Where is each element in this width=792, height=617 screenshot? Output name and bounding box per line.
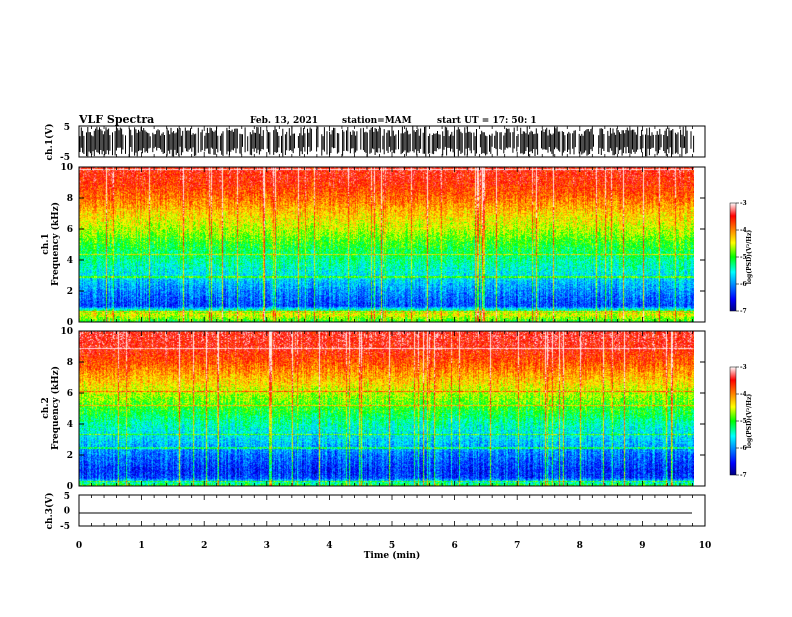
time-axis-label: Time (min) bbox=[364, 550, 421, 561]
ch1-ytick-top: 5 bbox=[64, 123, 70, 133]
colorbar-tick-label: -6 bbox=[740, 281, 747, 288]
time-axis-tick-label: 8 bbox=[577, 541, 583, 551]
ch2-colorbar-gradient bbox=[729, 366, 737, 476]
ch2-colorbar-label: log(PSD)(V²/Hz) bbox=[746, 394, 753, 449]
date-label: Feb. 13, 2021 bbox=[250, 116, 318, 126]
colorbar-tick-label: -5 bbox=[740, 418, 747, 425]
ch1-colorbar-label: log(PSD)(V²/Hz) bbox=[746, 230, 753, 285]
time-axis-ticks bbox=[78, 126, 706, 526]
ch2-colorbar-ticks: -3 -4 -5 -6 -7 bbox=[736, 364, 747, 479]
time-axis-tick-label: 2 bbox=[201, 541, 207, 551]
time-axis-tick-label: 1 bbox=[138, 541, 144, 551]
ch2-spectrogram-image bbox=[79, 331, 694, 486]
ch1-waveform-ylabel: ch.1(V) bbox=[44, 124, 55, 161]
ch2-ytick-label: 4 bbox=[67, 420, 73, 430]
ch2-ytick-label: 2 bbox=[67, 451, 73, 461]
ch3-ytick-zero: 0 bbox=[64, 507, 70, 517]
ch1-ytick-label: 10 bbox=[60, 163, 73, 173]
ch1-ytick-label: 8 bbox=[67, 194, 73, 204]
time-axis-tick-label: 7 bbox=[514, 541, 520, 551]
ch3-waveform-panel: ch.3(V) 5 -5 bbox=[44, 492, 706, 532]
ch1-colorbar: -3 -4 -5 -6 -7 log(PSD)(V²/Hz) bbox=[729, 200, 753, 315]
colorbar-tick-label: -3 bbox=[740, 364, 747, 371]
ch1-spectrogram-image bbox=[79, 167, 694, 322]
ch2-ytick-label: 0 bbox=[67, 482, 73, 492]
colorbar-tick-label: -7 bbox=[740, 308, 747, 315]
ch1-ytick-label: 6 bbox=[67, 225, 73, 235]
time-axis-tick-label: 3 bbox=[264, 541, 270, 551]
time-axis-tick-labels: 0 1 2 3 4 5 6 7 8 9 10 bbox=[76, 541, 711, 551]
time-axis-tick-label: 4 bbox=[326, 541, 332, 551]
colorbar-tick-label: -4 bbox=[740, 227, 747, 234]
ch1-ytick-bottom: -5 bbox=[60, 153, 70, 163]
time-axis-tick-label: 5 bbox=[389, 541, 395, 551]
ch1-waveform-trace bbox=[79, 126, 695, 157]
ch3-ytick-top: 5 bbox=[64, 492, 70, 502]
ch2-ytick-label: 6 bbox=[67, 389, 73, 399]
ch3-ytick-bottom: -5 bbox=[60, 522, 70, 532]
time-axis-tick-label: 9 bbox=[639, 541, 645, 551]
time-axis-tick-label: 10 bbox=[699, 541, 712, 551]
ch1-spectrogram-ylabel-channel: ch.1 bbox=[41, 233, 51, 254]
ch2-spectrogram-panel: ch.2 Frequency (kHz) 0 2 4 6 8 10 bbox=[41, 327, 706, 492]
colorbar-tick-label: -6 bbox=[740, 445, 747, 452]
colorbar-tick-label: -5 bbox=[740, 254, 747, 261]
ch1-spectrogram-ylabel-frequency: Frequency (kHz) bbox=[50, 202, 61, 286]
ch1-spectrogram-panel: ch.1 Frequency (kHz) 0 2 4 6 8 10 bbox=[41, 163, 706, 328]
ch2-ytick-label: 10 bbox=[60, 327, 73, 337]
ch1-waveform-bursts bbox=[79, 126, 695, 157]
station-label: station=MAM bbox=[342, 116, 412, 126]
ch2-spectrogram-ylabel-channel: ch.2 bbox=[41, 397, 51, 418]
ch1-spectrogram-yticks: 0 2 4 6 8 10 bbox=[60, 163, 705, 328]
time-axis-tick-label: 0 bbox=[76, 541, 82, 551]
start-time-label: start UT = 17: 50: 1 bbox=[437, 116, 537, 126]
ch1-ytick-label: 4 bbox=[67, 256, 73, 266]
colorbar-tick-label: -4 bbox=[740, 391, 747, 398]
time-axis-tick-label: 6 bbox=[451, 541, 457, 551]
ch1-colorbar-ticks: -3 -4 -5 -6 -7 bbox=[736, 200, 747, 315]
ch2-colorbar: -3 -4 -5 -6 -7 log(PSD)(V²/Hz) bbox=[729, 364, 753, 479]
ch2-spectrogram-ylabel-frequency: Frequency (kHz) bbox=[50, 366, 61, 450]
ch2-ytick-label: 8 bbox=[67, 358, 73, 368]
ch2-spectrogram-yticks: 0 2 4 6 8 10 bbox=[60, 327, 705, 492]
ch1-colorbar-gradient bbox=[729, 202, 737, 312]
ch1-waveform-panel: ch.1(V) 5 -5 bbox=[44, 123, 706, 163]
ch3-waveform-ylabel: ch.3(V) bbox=[44, 493, 55, 530]
colorbar-tick-label: -7 bbox=[740, 472, 747, 479]
ch1-ytick-label: 2 bbox=[67, 287, 73, 297]
colorbar-tick-label: -3 bbox=[740, 200, 747, 207]
figure-title: VLF Spectra bbox=[78, 113, 154, 126]
ch1-ytick-label: 0 bbox=[67, 318, 73, 328]
